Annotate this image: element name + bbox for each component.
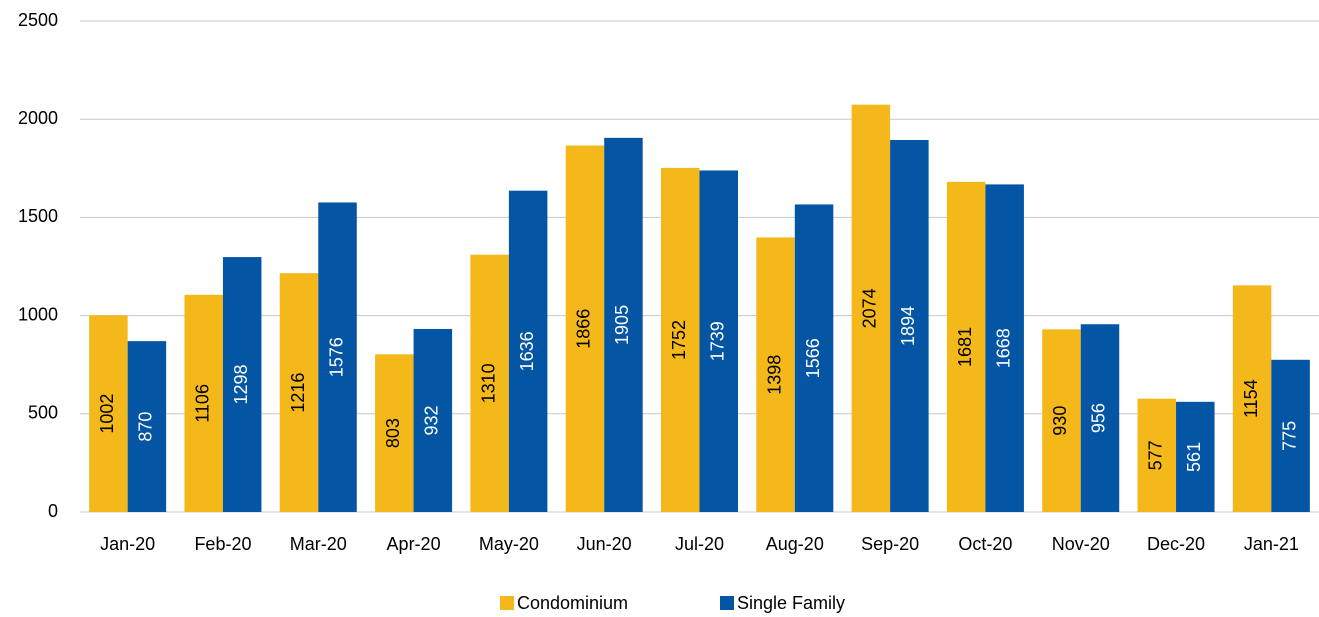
x-tick-label: Jul-20 <box>675 534 724 554</box>
x-tick-label: Dec-20 <box>1147 534 1205 554</box>
bar <box>699 170 738 513</box>
data-label: 1636 <box>517 331 537 371</box>
legend-label: Single Family <box>737 593 845 613</box>
y-tick-label: 2500 <box>18 10 58 30</box>
bar <box>375 354 414 512</box>
bar <box>890 140 929 512</box>
data-label: 1398 <box>764 355 784 395</box>
data-label: 1739 <box>708 321 728 361</box>
bar <box>985 184 1024 513</box>
bar <box>89 315 128 512</box>
data-label: 1106 <box>192 384 212 423</box>
x-tick-label: Apr-20 <box>387 534 441 554</box>
bar <box>1232 285 1272 512</box>
data-label: 2074 <box>860 288 880 328</box>
legend-label: Condominium <box>517 593 628 613</box>
data-label: 1002 <box>97 394 117 434</box>
bar <box>127 341 167 512</box>
data-label: 561 <box>1184 442 1204 472</box>
bar <box>851 104 891 513</box>
y-tick-label: 2000 <box>18 108 58 128</box>
x-tick-label: Jun-20 <box>577 534 632 554</box>
data-label: 1681 <box>955 327 975 367</box>
x-tick-label: Mar-20 <box>290 534 347 554</box>
bar <box>1042 329 1081 512</box>
y-tick-label: 1000 <box>18 304 58 324</box>
data-label: 956 <box>1089 403 1109 433</box>
data-label: 1905 <box>612 305 632 345</box>
bar <box>1137 398 1177 512</box>
data-label: 932 <box>422 405 442 435</box>
x-tick-label: Aug-20 <box>766 534 824 554</box>
bar <box>1176 401 1215 512</box>
bar <box>184 294 223 512</box>
bar <box>794 204 834 512</box>
bar <box>604 137 643 512</box>
bar <box>565 145 605 513</box>
y-tick-label: 1500 <box>18 206 58 226</box>
data-label: 1894 <box>898 306 918 346</box>
bar <box>413 328 453 512</box>
data-label: 1216 <box>288 373 308 413</box>
x-tick-label: Sep-20 <box>861 534 919 554</box>
x-tick-label: Feb-20 <box>194 534 251 554</box>
bar <box>279 273 319 512</box>
bar <box>222 257 262 512</box>
data-label: 1866 <box>574 309 594 349</box>
bar <box>1271 359 1310 512</box>
bar <box>318 202 357 512</box>
data-label: 1752 <box>669 320 689 360</box>
data-label: 870 <box>136 412 156 442</box>
y-tick-label: 500 <box>28 403 58 423</box>
x-tick-label: Jan-21 <box>1244 534 1299 554</box>
x-tick-label: Jan-20 <box>100 534 155 554</box>
data-label: 1668 <box>993 328 1013 368</box>
y-tick-label: 0 <box>48 501 58 521</box>
bar <box>508 190 548 512</box>
legend-swatch <box>720 596 734 610</box>
data-label: 1310 <box>478 363 498 403</box>
data-label: 1576 <box>326 337 346 377</box>
data-label: 803 <box>383 418 403 448</box>
bar <box>1080 324 1120 512</box>
data-label: 577 <box>1146 440 1166 470</box>
bar <box>470 254 509 512</box>
data-label: 1566 <box>803 338 823 378</box>
bar <box>946 181 986 512</box>
bar <box>661 167 700 512</box>
x-tick-label: Nov-20 <box>1052 534 1110 554</box>
legend-swatch <box>500 596 514 610</box>
x-tick-label: Oct-20 <box>958 534 1012 554</box>
x-tick-label: May-20 <box>479 534 539 554</box>
data-label: 1154 <box>1241 379 1261 418</box>
data-label: 930 <box>1050 406 1070 436</box>
bar <box>756 237 795 512</box>
data-label: 1298 <box>231 365 251 405</box>
data-label: 775 <box>1279 421 1299 451</box>
